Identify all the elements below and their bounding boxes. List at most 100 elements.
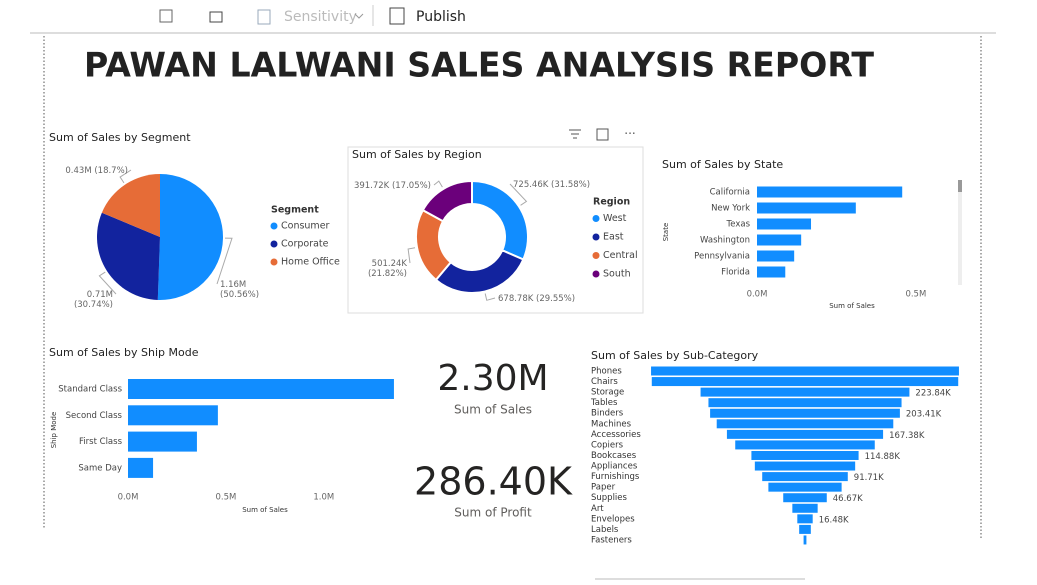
x-tick-label: 0.0M [747, 290, 768, 300]
data-label: 16.48K [819, 515, 849, 525]
icon [389, 7, 405, 25]
bar [757, 234, 802, 246]
leader-line [98, 271, 117, 295]
funnel-bar [768, 482, 842, 492]
data-label: 46.67K [833, 494, 863, 504]
bar [757, 250, 795, 262]
y-tick-label: Same Day [78, 463, 122, 473]
data-label-line: 725.46K (31.58%) [513, 180, 590, 190]
legend-item: Consumer [281, 221, 330, 232]
x-tick-label: 0.5M [215, 493, 236, 503]
category-label: Envelopes [591, 514, 635, 524]
category-label: Paper [591, 483, 616, 493]
funnel-bar [792, 503, 818, 513]
data-label-line: (21.82%) [368, 269, 407, 279]
funnel-bar [803, 535, 807, 545]
legend-swatch [592, 215, 600, 222]
category-label: Chairs [591, 377, 618, 387]
y-tick-label: Texas [726, 220, 751, 230]
funnel-bar [762, 472, 848, 482]
data-label-line: (30.74%) [74, 300, 113, 310]
category-label: Labels [591, 525, 619, 535]
bar [128, 405, 218, 426]
slice [421, 179, 473, 223]
funnel-bar [716, 419, 894, 429]
chart-title: Sum of Sales by State [662, 158, 783, 171]
chart-title: Sum of Sales by Sub-Category [591, 349, 759, 362]
x-tick-label: 0.5M [905, 290, 926, 300]
y-tick-label: Pennsylvania [694, 252, 750, 262]
card-label: Sum of Profit [454, 506, 532, 520]
toolbar-item[interactable]: Sensitivity [284, 9, 357, 25]
icon [209, 11, 223, 23]
category-label: Art [591, 504, 604, 514]
y-axis-label: Ship Mode [50, 412, 58, 449]
legend-item: West [603, 213, 627, 224]
filter-icon[interactable] [569, 129, 581, 139]
data-label-line: 501.24K [372, 259, 408, 269]
legend-swatch [270, 258, 278, 266]
funnel-bar [726, 429, 884, 439]
scrollbar-thumb[interactable] [958, 180, 962, 192]
funnel-bar [754, 461, 856, 471]
data-label: 203.41K [906, 410, 942, 420]
data-label-line: 0.71M [87, 290, 113, 300]
category-label: Phones [591, 367, 622, 377]
y-tick-label: First Class [79, 437, 123, 447]
legend-item: Corporate [281, 239, 329, 250]
report-title: PAWAN LALWANI SALES ANALYSIS REPORT [84, 46, 875, 86]
y-tick-label: California [710, 188, 750, 198]
chevron [354, 13, 364, 19]
legend-swatch [270, 222, 278, 230]
bar [128, 457, 154, 478]
data-label: 167.38K [889, 431, 925, 441]
legend-swatch [592, 252, 600, 259]
leader-line [216, 237, 233, 285]
focus-icon[interactable] [596, 128, 609, 141]
funnel-bar [797, 514, 813, 524]
slice [101, 174, 160, 237]
y-tick-label: Washington [700, 236, 750, 246]
category-label: Storage [591, 388, 624, 398]
x-tick-label: 1.0M [313, 493, 334, 503]
toolbar-item[interactable]: Publish [416, 9, 466, 25]
leader-line [407, 247, 416, 264]
y-tick-label: New York [711, 204, 750, 214]
funnel-bar [700, 387, 910, 397]
bar [128, 431, 197, 452]
category-label: Tables [590, 398, 618, 408]
slice [157, 174, 224, 300]
visual-border [347, 146, 644, 314]
legend-item: East [603, 232, 624, 243]
legend-swatch [592, 233, 600, 241]
legend-item: Home Office [281, 257, 340, 268]
category-label: Appliances [591, 462, 638, 472]
data-label: 501.24K (21.82%) [368, 259, 407, 279]
bar [757, 266, 786, 278]
data-label: 0.71M (30.74%) [74, 290, 113, 310]
x-axis-label: Sum of Sales [829, 302, 875, 310]
chart-title: Sum of Sales by Region [352, 148, 482, 161]
category-label: Machines [591, 419, 632, 429]
legend-title: Segment [271, 205, 319, 216]
data-label: 0.43M (18.7%) [65, 166, 128, 176]
legend-item: Central [603, 250, 638, 261]
data-label: 91.71K [854, 473, 884, 483]
scrollbar-track [958, 180, 962, 285]
funnel-bar [751, 450, 859, 460]
more-icon[interactable]: ··· [624, 127, 635, 141]
x-axis-label: Sum of Sales [242, 506, 288, 514]
x-tick-label: 0.0M [118, 493, 139, 503]
category-label: Fasteners [591, 535, 632, 545]
data-label: 223.84K [915, 389, 951, 399]
card-value: 2.30M [437, 358, 548, 399]
bar [757, 186, 903, 198]
bar [128, 379, 394, 399]
data-label: 725.46K (31.58%) [513, 180, 590, 190]
chart-title: Sum of Sales by Segment [49, 131, 191, 144]
legend-swatch [270, 240, 278, 248]
funnel-bar [651, 377, 959, 387]
funnel-bar [708, 398, 902, 408]
legend-swatch [592, 270, 600, 278]
